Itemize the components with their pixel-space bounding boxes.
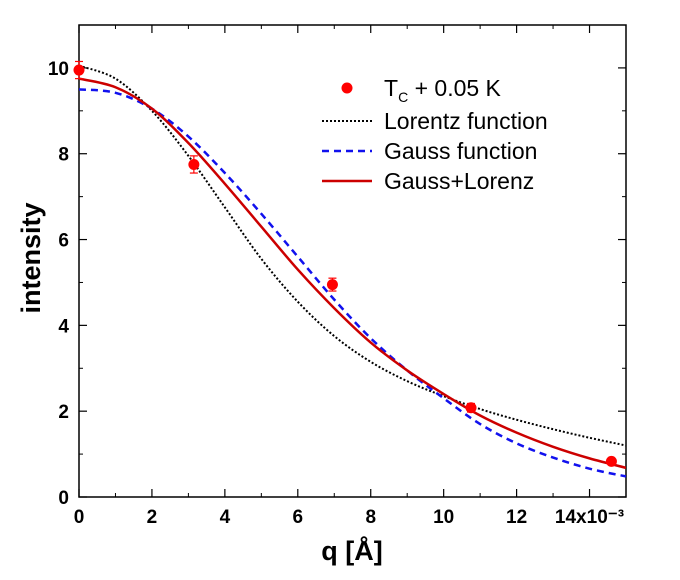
x-tick-label: 8 xyxy=(365,507,376,528)
legend-label: Gauss+Lorenz xyxy=(384,168,534,194)
y-tick-label: 10 xyxy=(48,59,69,80)
series-line-dotted xyxy=(79,64,626,447)
x-tick-label: 0 xyxy=(74,507,85,528)
x-axis-title: q [Å] xyxy=(321,535,382,566)
y-axis-title: intensity xyxy=(16,202,46,313)
y-tick-label: 2 xyxy=(58,402,69,423)
data-point xyxy=(605,455,617,467)
x-tick-label: 2 xyxy=(147,507,158,528)
data-point xyxy=(73,64,85,76)
x-tick-label: 14x10⁻³ xyxy=(555,507,624,528)
y-tick-label: 6 xyxy=(58,231,69,252)
y-tick-label: 4 xyxy=(58,316,69,337)
y-tick-label: 0 xyxy=(58,488,69,509)
x-tick-label: 4 xyxy=(220,507,231,528)
data-point xyxy=(188,158,200,170)
legend-label: TC + 0.05 K xyxy=(384,75,502,105)
series-line-solid xyxy=(79,77,626,470)
series-line-dashed xyxy=(79,88,626,478)
x-tick-label: 12 xyxy=(506,507,527,528)
data-point xyxy=(465,402,477,414)
y-tick-label: 8 xyxy=(58,145,69,166)
x-tick-label: 10 xyxy=(433,507,454,528)
legend-label: Lorentz function xyxy=(384,108,548,134)
x-tick-label: 6 xyxy=(293,507,304,528)
data-point xyxy=(326,279,338,291)
legend-marker xyxy=(341,82,353,94)
legend-label: Gauss function xyxy=(384,138,537,164)
plot-frame xyxy=(78,24,627,498)
